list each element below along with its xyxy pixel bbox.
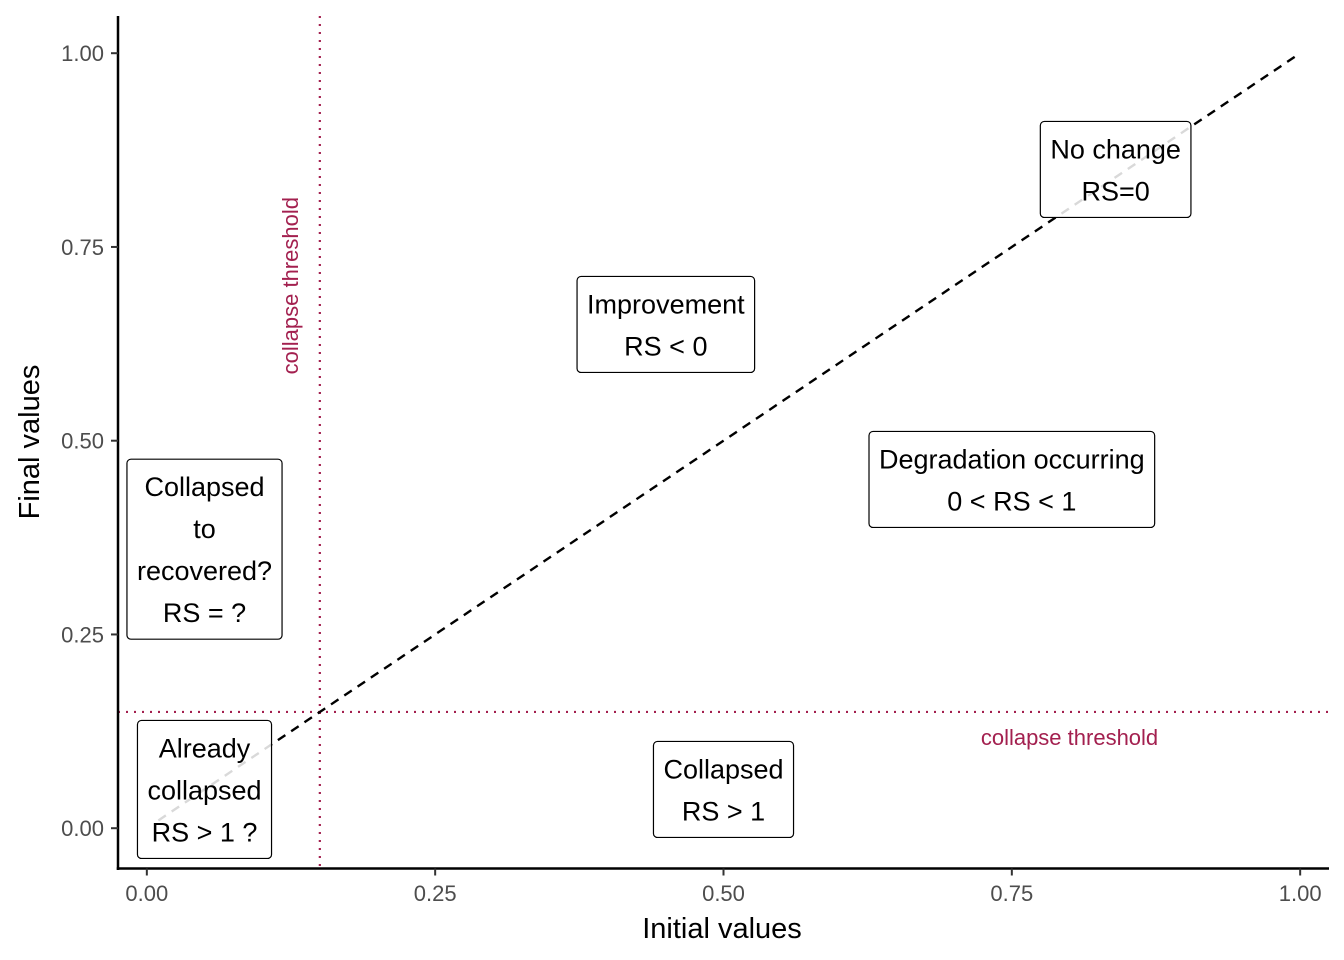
annotation-line: Improvement: [587, 289, 745, 319]
annotation-box: [868, 430, 1156, 529]
annotation-box: [576, 275, 756, 374]
y-tick-label: 0.25: [61, 622, 104, 647]
annotation-box: [136, 719, 273, 860]
annotation-line: collapsed: [147, 775, 261, 805]
y-tick-label: 0.75: [61, 235, 104, 260]
y-threshold-label: collapse threshold: [981, 725, 1158, 750]
annotation-line: RS > 1: [682, 796, 765, 826]
annotation-box: [652, 740, 795, 839]
reference-line-layer: [157, 52, 1301, 822]
x-tick-label: 0.00: [125, 881, 168, 906]
annotation-line: RS=0: [1081, 176, 1149, 206]
annotation-label: No change RS=0: [1039, 120, 1192, 219]
annotation-label: Already collapsed RS > 1 ?: [136, 719, 273, 860]
annotation-line: RS = ?: [163, 598, 246, 628]
x-axis-title: Initial values: [642, 913, 802, 945]
annotation-line: RS < 0: [624, 331, 707, 361]
annotation-line: Degradation occurring: [879, 444, 1145, 474]
x-threshold-label: collapse threshold: [278, 197, 303, 374]
annotation-line: Collapsed: [663, 754, 783, 784]
y-tick-label: 0.50: [61, 429, 104, 454]
annotation-line: recovered?: [137, 556, 272, 586]
annotation-layer: No change RS=0 Improvement RS < 0 Degradatio…: [126, 120, 1192, 860]
annotation-line: to: [193, 514, 216, 544]
annotation-box: [1039, 120, 1192, 219]
x-tick-label: 0.75: [990, 881, 1033, 906]
annotation-box: [126, 458, 283, 640]
x-tick-label: 1.00: [1279, 881, 1322, 906]
annotation-line: RS > 1 ?: [152, 817, 258, 847]
annotation-label: Degradation occurring 0 < RS < 1: [868, 430, 1156, 529]
annotation-line: 0 < RS < 1: [947, 486, 1076, 516]
no-change-line: [157, 52, 1301, 822]
y-axis-title: Final values: [14, 365, 46, 520]
annotation-line: Already: [159, 733, 251, 763]
annotation-line: Collapsed: [144, 472, 264, 502]
annotation-label: Collapsed RS > 1: [652, 740, 795, 839]
ticks-layer: 0.00 0.25 0.50 0.75 1.00 0.00 0.25 0.50 0.75 1.00: [61, 41, 1321, 906]
annotation-label: Collapsed to recovered? RS = ?: [126, 458, 283, 640]
x-tick-label: 0.25: [414, 881, 457, 906]
x-tick-label: 0.50: [702, 881, 745, 906]
annotation-label: Improvement RS < 0: [576, 275, 756, 374]
annotation-line: No change: [1050, 134, 1181, 164]
y-tick-label: 1.00: [61, 41, 104, 66]
y-tick-label: 0.00: [61, 816, 104, 841]
